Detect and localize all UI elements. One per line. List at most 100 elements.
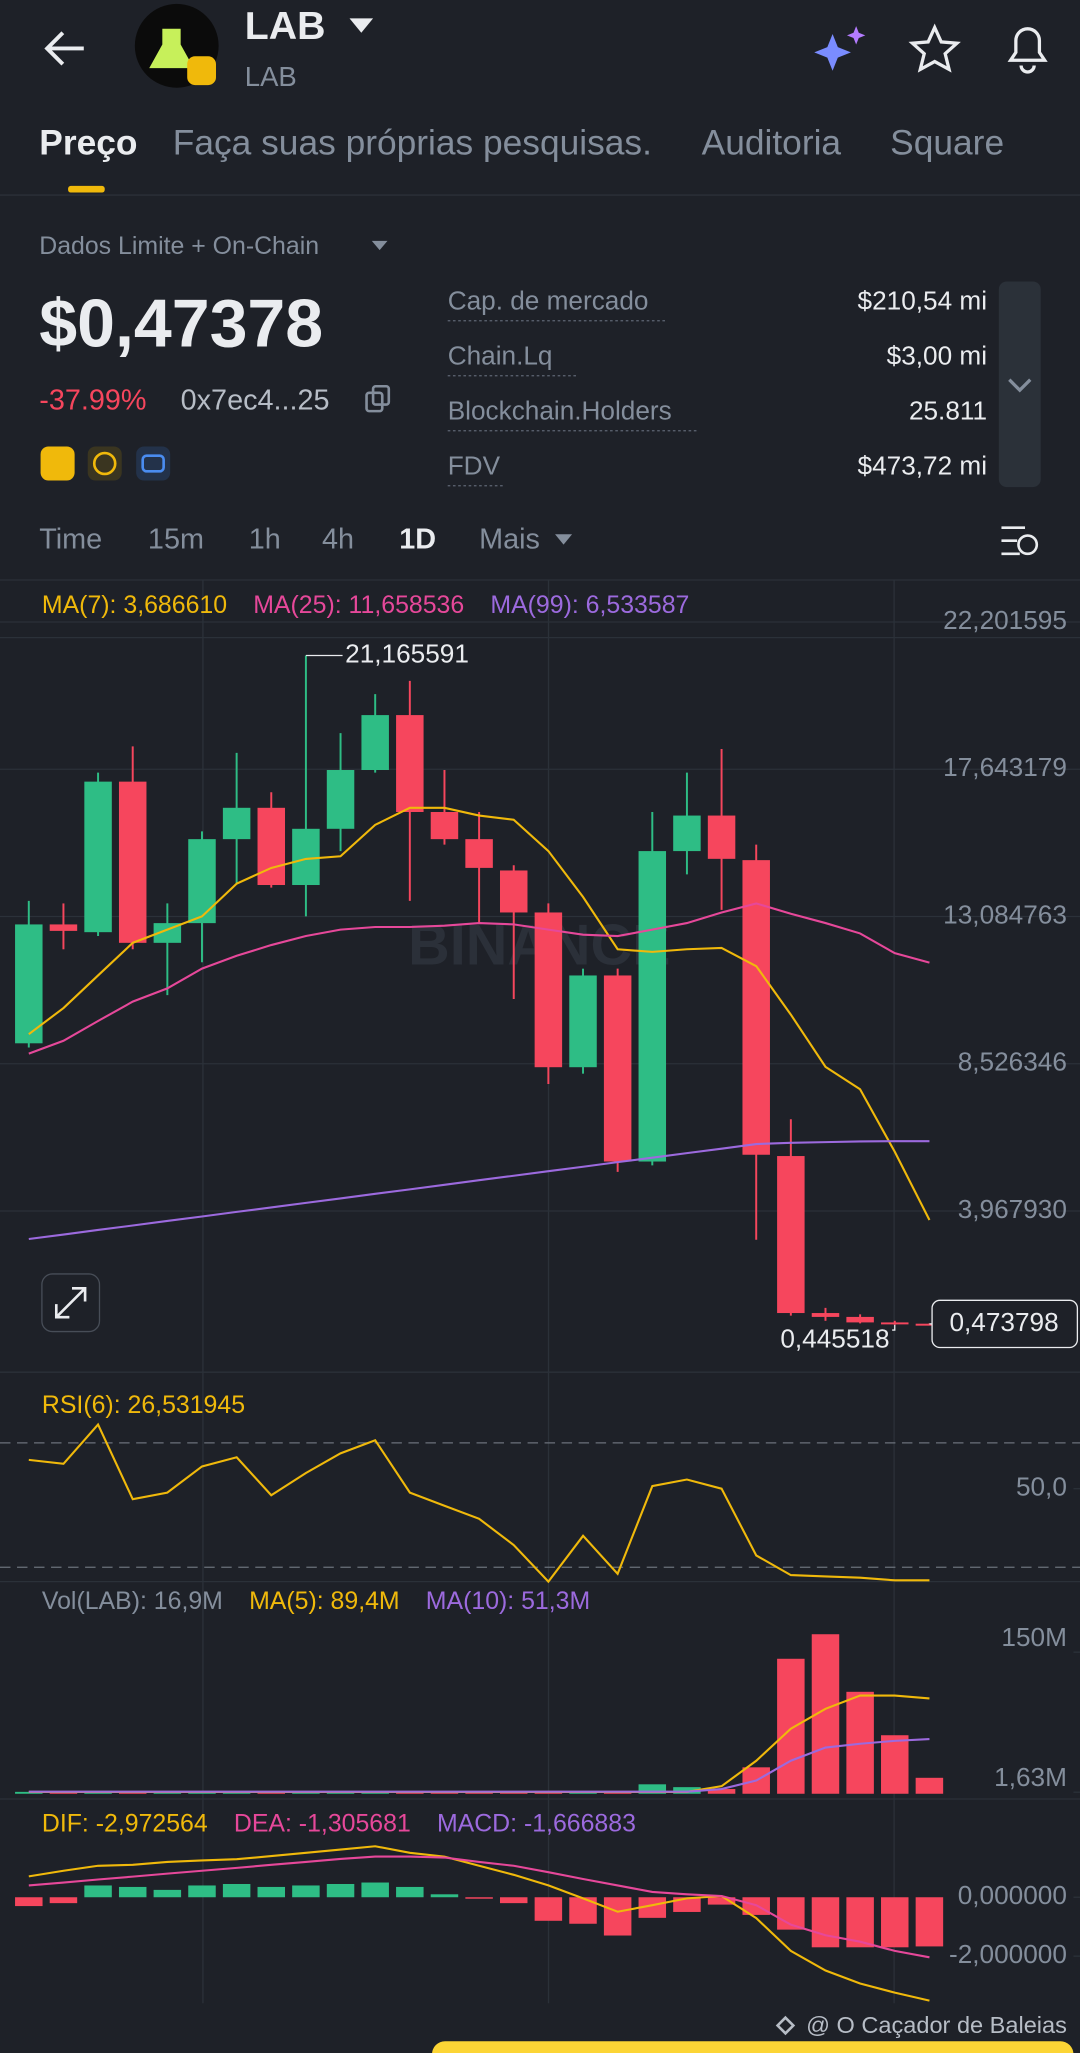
candle-body	[396, 715, 424, 813]
candle-body	[84, 781, 112, 933]
alert-button[interactable]	[1007, 27, 1048, 74]
macd-bar	[84, 1885, 112, 1898]
legend-entry: DEA: -1,305681	[234, 1810, 411, 1838]
timeframe[interactable]: 1h	[249, 523, 281, 555]
low-marker	[892, 1324, 896, 1331]
y-tick-label: 1,63M	[994, 1762, 1067, 1792]
ma-line	[28, 1422, 930, 1584]
price: $0,47378	[39, 286, 323, 362]
candle-body	[292, 828, 320, 886]
badge-icon	[141, 454, 165, 473]
volume-bar	[153, 1792, 182, 1794]
volume-bar	[257, 1792, 286, 1794]
last-price-label: 0,473798	[949, 1307, 1058, 1337]
tab[interactable]: Faça suas próprias pesquisas.	[173, 124, 652, 163]
tab-active[interactable]: Preço	[39, 124, 137, 163]
footer-icon	[775, 2015, 796, 2036]
badge	[40, 446, 75, 481]
chart-settings-icon	[1017, 534, 1039, 556]
macd-bar	[361, 1882, 389, 1898]
volume-bar	[638, 1784, 667, 1794]
stat-label: Blockchain.Holders	[448, 395, 672, 425]
stat-value: $210,54 mi	[858, 285, 987, 315]
token-symbol[interactable]: LAB	[245, 4, 326, 48]
macd-bar	[465, 1897, 493, 1899]
candle-body	[222, 807, 251, 840]
chevron	[1008, 378, 1032, 393]
macd-bar	[49, 1897, 78, 1904]
candle-body	[881, 1322, 909, 1325]
ma-line	[28, 1140, 930, 1241]
timeframe[interactable]: Time	[39, 523, 102, 555]
candle-body	[326, 770, 355, 829]
macd-bar	[396, 1886, 424, 1898]
volume-bar	[881, 1735, 909, 1794]
candle-body	[534, 912, 563, 1068]
volume-bar	[430, 1792, 459, 1794]
macd-bar	[603, 1897, 632, 1936]
y-tick-label: 17,643179	[943, 752, 1067, 782]
volume-bar	[777, 1658, 805, 1794]
back-button[interactable]	[44, 31, 84, 66]
macd-bar	[292, 1885, 320, 1898]
symbol-dropdown[interactable]	[349, 18, 374, 33]
chain-badge	[187, 56, 216, 86]
candle-body	[15, 924, 43, 1044]
candle-body	[49, 924, 78, 931]
low-label: 0,445518	[780, 1323, 889, 1353]
stat-label: Cap. de mercado	[448, 285, 649, 315]
macd-bar	[222, 1883, 251, 1898]
badge	[87, 446, 122, 481]
bottom-button[interactable]	[432, 2041, 1074, 2053]
timeframe[interactable]: 4h	[322, 523, 354, 555]
chart-settings[interactable]	[1001, 526, 1026, 556]
candle-body	[638, 851, 667, 1162]
timeframes: Time 15m 1h 4h 1D Mais	[39, 523, 540, 555]
y-tick-label: 150M	[1001, 1622, 1066, 1652]
macd-bar	[915, 1897, 944, 1947]
stat-label: FDV	[448, 450, 501, 480]
price-change: -37.99%	[39, 385, 146, 417]
timeframe[interactable]: Mais	[479, 523, 540, 555]
volume-bar	[707, 1789, 736, 1794]
candle-body	[707, 815, 736, 859]
more-dropdown[interactable]	[555, 534, 573, 545]
ai-button[interactable]	[814, 34, 851, 71]
volume-bar	[465, 1792, 493, 1794]
stats: Cap. de mercado $210,54 mi Chain.Lq $3,00 m…	[448, 285, 987, 487]
expand-stats[interactable]	[998, 281, 1041, 488]
data-source[interactable]: Dados Limite + On-Chain	[39, 232, 319, 260]
candle-body	[430, 812, 459, 840]
macd-bar	[811, 1897, 840, 1948]
source-dropdown[interactable]	[371, 240, 388, 251]
candle-body	[603, 975, 632, 1162]
tab-indicator	[68, 185, 105, 193]
macd-bar	[499, 1897, 528, 1904]
timeframe-active[interactable]: 1D	[399, 523, 436, 555]
legend-entry: MA(25): 11,658536	[253, 591, 464, 619]
macd-bar	[153, 1889, 182, 1898]
legend-entry: MA(5): 89,4M	[249, 1587, 400, 1615]
candle-body	[811, 1313, 840, 1317]
candle-body	[846, 1316, 874, 1323]
macd-bar	[118, 1886, 147, 1898]
tab[interactable]: Square	[890, 124, 1004, 163]
ai-spark	[846, 26, 866, 45]
y-tick-label: 8,526346	[958, 1047, 1067, 1077]
fullscreen-icon	[54, 1287, 87, 1319]
candle-body	[465, 839, 493, 868]
stat-value: 25.811	[909, 395, 987, 425]
macd-bar	[881, 1897, 909, 1948]
stat-value: $3,00 mi	[887, 340, 987, 370]
candle-body	[742, 860, 770, 1155]
macd-bar	[257, 1886, 286, 1898]
favorite-button[interactable]	[908, 23, 961, 73]
volume-bar	[673, 1787, 701, 1794]
y-tick-label: 13,084763	[943, 899, 1067, 929]
legend-entry: MACD: -1,666883	[437, 1810, 636, 1838]
legend-entry: RSI(6): 26,531945	[42, 1391, 245, 1419]
timeframe[interactable]: 15m	[148, 523, 204, 555]
macd-bar	[188, 1885, 216, 1898]
tab[interactable]: Auditoria	[702, 124, 842, 163]
